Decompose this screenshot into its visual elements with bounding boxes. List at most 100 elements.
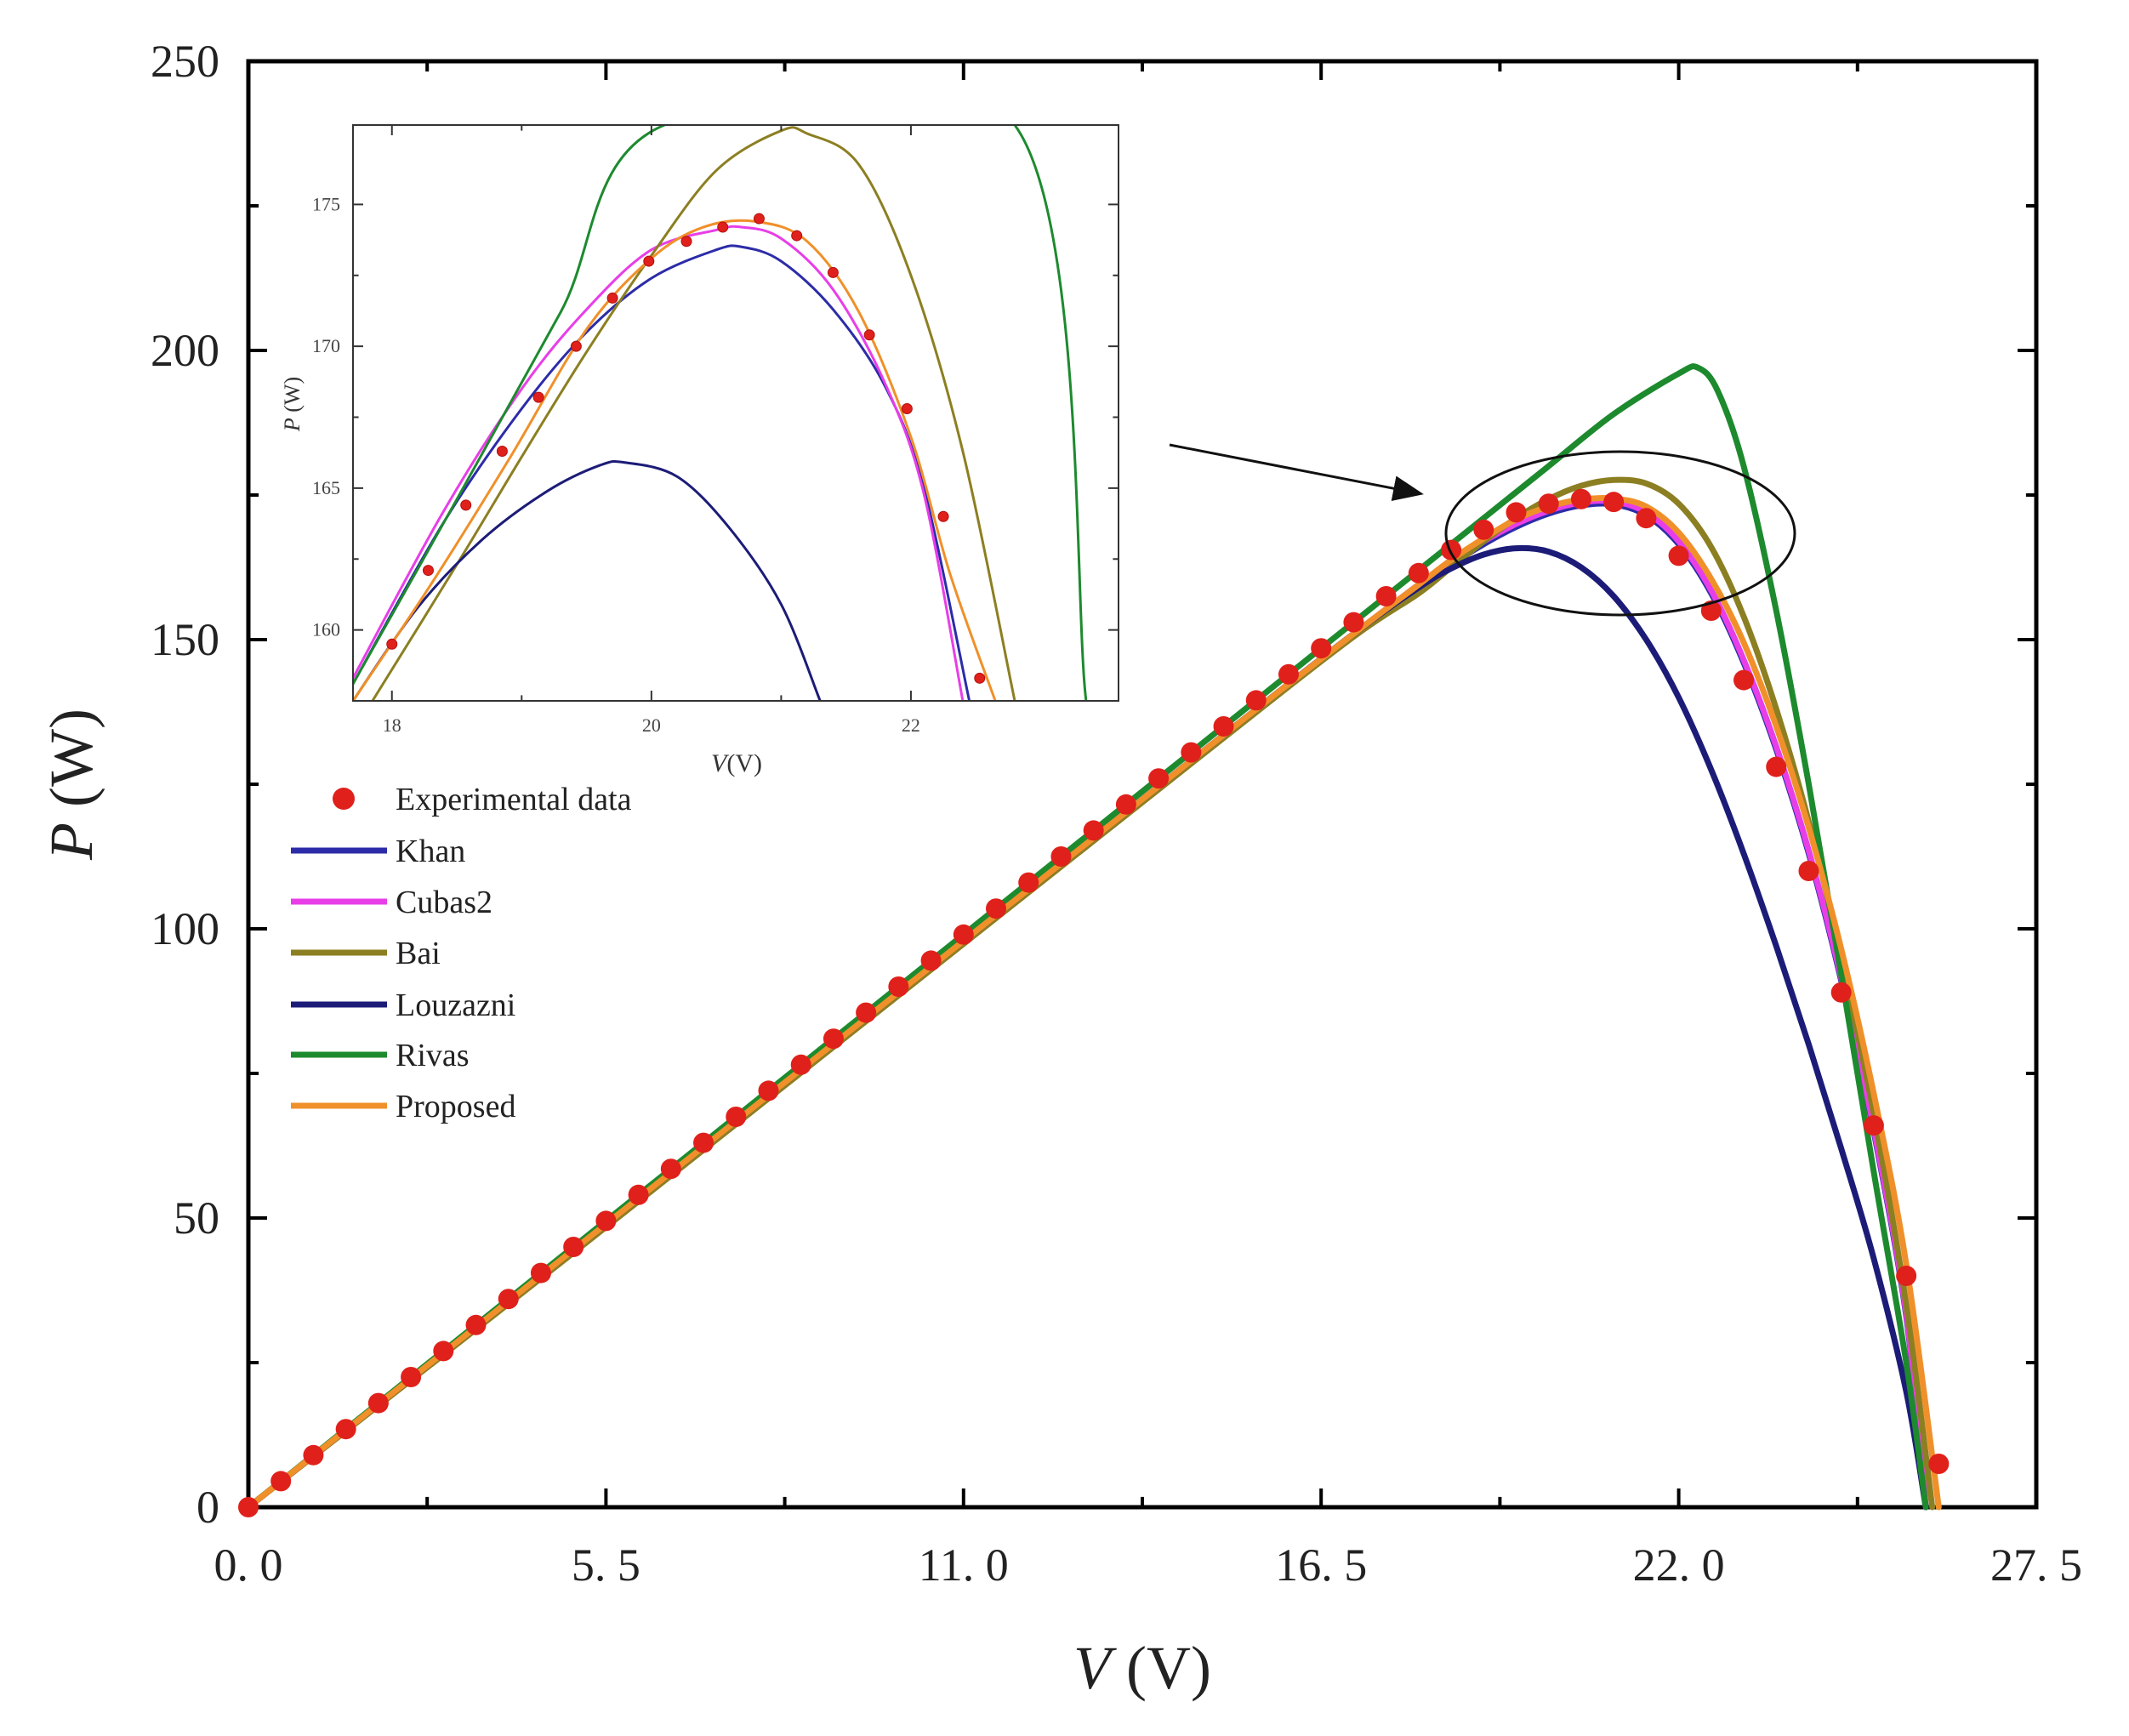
legend-item-louzazni: Louzazni (291, 988, 515, 1023)
experimental-data-point (753, 213, 765, 225)
experimental-data-point (827, 266, 839, 278)
x-tick-label: 27. 5 (1990, 1540, 2082, 1591)
experimental-data-point (791, 230, 803, 242)
experimental-data-point (433, 1340, 454, 1362)
y-tick-label: 250 (151, 36, 219, 87)
experimental-data-point (460, 499, 472, 511)
experimental-data-point (1050, 846, 1072, 867)
inset-background (353, 125, 1119, 701)
y-axis-title: P (W) (37, 709, 105, 861)
inset-y-axis-symbol: P (280, 418, 305, 432)
inset-y-tick-label: 165 (312, 477, 340, 498)
experimental-data-point (1343, 612, 1364, 633)
experimental-data-point (238, 1497, 259, 1517)
experimental-data-point (1083, 820, 1104, 841)
inset-y-tick-label: 160 (312, 619, 340, 640)
experimental-data-point (530, 1262, 551, 1284)
x-axis-symbol: V (1073, 1634, 1117, 1702)
experimental-data-point (1278, 663, 1299, 685)
experimental-data-point (901, 402, 913, 414)
legend-item-cubas2: Cubas2 (291, 885, 492, 920)
experimental-data-point (401, 1367, 422, 1387)
legend-label: Cubas2 (396, 885, 492, 920)
experimental-data-point (386, 638, 398, 650)
experimental-data-point (953, 924, 974, 945)
legend-label: Bai (396, 936, 441, 971)
experimental-data-point (693, 1132, 714, 1153)
x-tick-label: 22. 0 (1633, 1540, 1725, 1591)
experimental-data-point (422, 565, 434, 577)
x-tick-label: 16. 5 (1275, 1540, 1367, 1591)
experimental-data-point (465, 1314, 487, 1335)
mpp-highlight-ellipse (1444, 450, 1796, 617)
experimental-data-point (643, 255, 655, 267)
legend-label: Proposed (396, 1089, 515, 1124)
experimental-data-point (1603, 492, 1625, 513)
y-tick-label: 50 (174, 1192, 219, 1244)
experimental-data-point (1506, 502, 1527, 523)
experimental-data-point (660, 1158, 681, 1180)
series-line-bai (371, 126, 1016, 701)
experimental-data-point (1538, 493, 1559, 515)
y-tick-label: 150 (151, 614, 219, 665)
experimental-data-point (270, 1471, 292, 1492)
series-line-louzazni (353, 459, 822, 701)
experimental-data-point (1766, 756, 1787, 777)
y-axis-symbol: P (37, 822, 105, 861)
inset-x-tick-labels: 18 20 22 (383, 714, 920, 736)
inset-frame (352, 124, 1119, 702)
experimental-data-point (790, 1054, 811, 1075)
inset-experimental-markers (386, 213, 986, 684)
legend-item-khan: Khan (291, 834, 465, 869)
experimental-data-point (1668, 545, 1689, 566)
experimental-data-point (498, 1289, 519, 1310)
experimental-data-point (570, 340, 582, 352)
experimental-data-point (606, 292, 618, 304)
inset-pointer-arrow (1169, 443, 1424, 501)
experimental-data-point (1213, 716, 1234, 737)
inset-y-tick-label: 170 (312, 335, 340, 356)
experimental-data-point (563, 1237, 584, 1257)
experimental-data-point (680, 236, 692, 248)
experimental-data-point (1115, 794, 1136, 815)
experimental-data-point (532, 391, 544, 403)
experimental-data-point (1148, 768, 1170, 789)
experimental-data-point (1473, 519, 1494, 540)
legend-item-proposed: Proposed (291, 1089, 515, 1124)
experimental-data-point (1570, 488, 1591, 509)
experimental-data-point (888, 976, 909, 997)
legend-item-bai: Bai (291, 936, 441, 971)
y-tick-label: 0 (196, 1482, 219, 1533)
experimental-data-point (595, 1210, 617, 1232)
y-axis-unit: (W) (37, 709, 105, 807)
inset-y-axis-unit: (W) (280, 377, 305, 413)
experimental-data-point (367, 1392, 389, 1414)
experimental-data-point (1441, 539, 1462, 561)
x-axis-title: V (V) (1073, 1634, 1211, 1702)
experimental-data-point (496, 446, 508, 458)
inset-y-axis-title: P (W) (280, 377, 305, 432)
experimental-data-point (1245, 690, 1267, 711)
experimental-data-point (1408, 562, 1429, 583)
main-x-tick-labels: 0. 0 5. 5 11. 0 16. 5 22. 0 27. 5 (214, 1540, 2083, 1591)
inset-ticks (353, 125, 1119, 701)
inset-x-tick-label: 18 (383, 714, 401, 736)
experimental-data-point (1018, 872, 1039, 893)
series-line-rivas (245, 363, 1929, 1511)
experimental-data-point (335, 1419, 356, 1440)
experimental-data-point (628, 1184, 649, 1205)
y-tick-label: 100 (151, 903, 219, 954)
legend-label: Khan (396, 834, 465, 869)
inset-x-axis-symbol: V (711, 749, 730, 777)
experimental-data-point (986, 898, 1007, 919)
main-experimental-markers (238, 488, 1950, 1517)
legend: Experimental data Khan Cubas2 Bai Louzaz… (291, 782, 632, 1124)
experimental-data-point (1830, 982, 1852, 1003)
legend-label: Rivas (396, 1038, 470, 1073)
legend-item-rivas: Rivas (291, 1038, 470, 1073)
legend-label: Experimental data (396, 782, 632, 817)
inset-x-tick-label: 20 (642, 714, 661, 736)
experimental-data-point (726, 1107, 747, 1127)
main-ticks (247, 60, 2038, 1509)
